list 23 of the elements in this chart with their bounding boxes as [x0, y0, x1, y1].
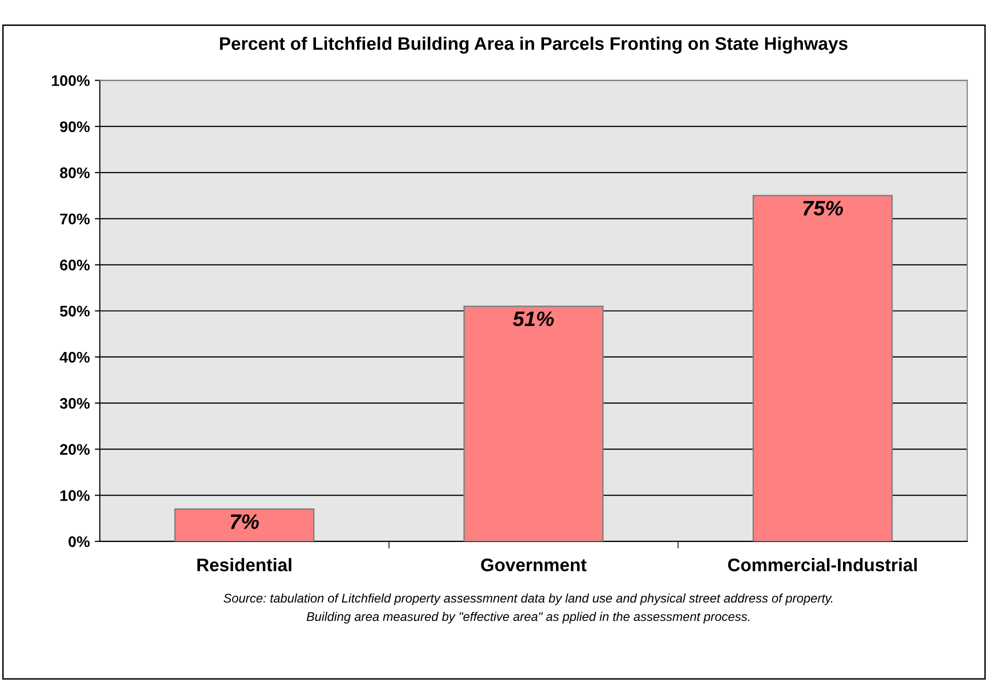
y-tick-label: 100% — [52, 75, 90, 86]
bar — [174, 508, 314, 542]
data-label: 75% — [803, 200, 843, 216]
bar — [463, 306, 604, 542]
y-tick-label: 40% — [60, 352, 90, 363]
y-tick-label: 80% — [60, 167, 90, 178]
chart-title: Percent of Litchfield Building Area in Parcels Fronting on State Highways — [220, 36, 848, 54]
y-tick-label: 30% — [60, 398, 90, 409]
source-note: Source: tabulation of Litchfield property assessmnent data by land use and physical street address of property. — [224, 593, 832, 606]
y-tick-label: 50% — [60, 306, 90, 317]
y-tick-label: 10% — [60, 490, 90, 501]
data-label: 7% — [230, 514, 259, 529]
y-tick-label: 60% — [60, 260, 90, 270]
x-tick-label: Commercial-Industrial — [728, 558, 917, 572]
data-label: 51% — [512, 312, 554, 326]
y-tick-label: 0% — [68, 536, 90, 548]
y-tick-label: 70% — [60, 214, 90, 224]
bar — [752, 194, 893, 542]
x-tick-label: Residential — [197, 558, 292, 572]
x-tick-label: Government — [481, 558, 586, 572]
text: Building area measured by "effective area" as pplied in the assessment process. — [306, 612, 750, 624]
y-tick-label: 20% — [60, 444, 90, 455]
y-tick-label: 90% — [60, 121, 90, 132]
